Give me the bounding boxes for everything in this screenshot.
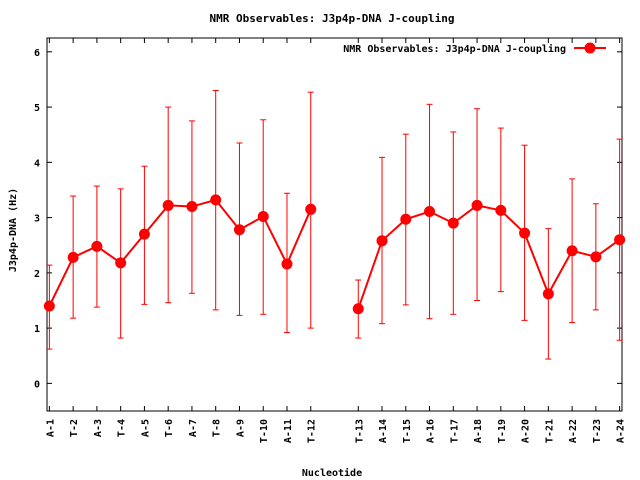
plot-area: 0 1 2 3 4 5 6 A-1 T-2 A-3 T-4 A-5 T-6 A-7 T-8 A-9 T-10 A-… [34,37,627,443]
data-point [162,199,174,211]
legend: NMR Observables: J3p4p-DNA J-coupling [343,42,606,55]
x-tick-label: A-9 [235,419,246,437]
x-tick-label: T-19 [497,419,508,443]
x-tick-label: A-18 [473,419,484,443]
y-axis-label: J3p4p-DNA (Hz) [8,188,19,272]
data-point [67,251,79,263]
data-point [495,204,507,216]
data-point [566,245,578,257]
data-point [400,213,412,225]
x-tick-label: T-17 [449,419,460,443]
y-tick-label: 2 [34,269,40,280]
data-point [542,288,554,300]
x-tick-label: T-21 [544,419,555,443]
data-point [257,210,269,222]
plot-frame [46,37,623,412]
x-tick-label: A-14 [378,419,389,443]
x-tick-label: A-3 [93,419,104,437]
x-tick-label: A-1 [45,419,56,437]
data-point [91,240,103,252]
x-tick-label: T-12 [307,419,318,443]
data-point [519,227,531,239]
data-point [43,300,55,312]
data-point [590,251,602,263]
x-tick-label: A-5 [140,419,151,437]
data-point [233,224,245,236]
data-point [376,235,388,247]
chart-title: NMR Observables: J3p4p-DNA J-coupling [209,12,454,25]
x-tick-label: T-4 [117,419,128,437]
x-tick-label: T-15 [402,419,413,443]
y-tick-label: 3 [34,214,40,225]
x-tick-label: A-11 [283,419,294,443]
data-point [471,199,483,211]
y-tick-label: 4 [34,158,40,169]
y-tick-label: 5 [34,103,40,114]
x-tick-label: A-7 [188,419,199,437]
data-point [138,228,150,240]
series-line [357,204,621,310]
x-tick-label: T-6 [164,419,175,437]
data-point [281,258,293,270]
x-tick-label: T-13 [354,419,365,443]
x-tick-label: T-8 [212,419,223,437]
x-axis-label: Nucleotide [302,467,362,479]
x-tick-label: A-20 [521,419,532,443]
data-point [115,257,127,269]
data-point [210,194,222,206]
y-tick-label: 1 [34,324,40,335]
y-tick-label: 6 [34,48,40,59]
data-point [352,303,364,315]
x-tick-label: A-22 [568,419,579,443]
data-point [186,201,198,213]
y-tick-label: 0 [34,379,40,390]
legend-marker-swatch [584,42,596,54]
data-point [614,234,626,246]
data-point [447,217,459,229]
x-tick-label: T-10 [259,419,270,443]
x-tick-label: A-16 [426,419,437,443]
x-tick-label: A-24 [616,419,627,443]
data-point [305,203,317,215]
legend-label: NMR Observables: J3p4p-DNA J-coupling [343,43,566,55]
x-tick-label: T-23 [592,419,603,443]
x-tick-label: T-2 [69,419,80,437]
series-line [48,198,312,307]
data-point [424,206,436,218]
